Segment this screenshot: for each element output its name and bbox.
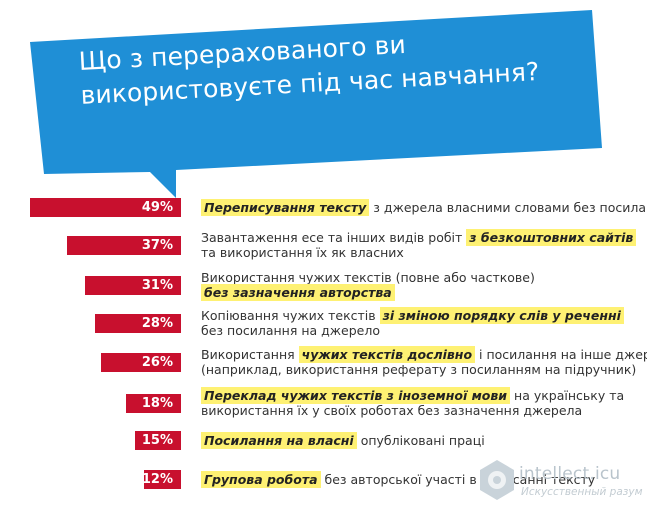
bar-description: Використання чужих текстів дослівно і по… <box>201 346 647 377</box>
description-line: Використання чужих текстів (повне або ча… <box>201 270 535 285</box>
plain-text: з джерела власними словами без посилань <box>369 199 647 215</box>
bar-value-label: 49% <box>141 200 173 215</box>
bar-31: 31% <box>85 276 181 295</box>
highlighted-text: з безкоштовних сайтів <box>466 229 637 246</box>
plain-text: Використання чужих текстів (повне або ча… <box>201 270 535 285</box>
plain-text: без посилання на джерело <box>201 323 380 338</box>
plain-text: на українську та <box>510 388 625 403</box>
description-line: без зазначення авторства <box>201 284 535 301</box>
watermark: intellect.icu Искусственный разум <box>471 448 647 513</box>
bar-37: 37% <box>67 236 181 255</box>
description-line: використання їх у своїх роботах без зазн… <box>201 403 624 418</box>
description-line: Переписування тексту з джерела власними … <box>201 198 647 216</box>
description-line: Використання чужих текстів дослівно і по… <box>201 346 647 363</box>
bar-value-label: 15% <box>141 433 173 448</box>
plain-text: Копіювання чужих текстів <box>201 308 380 323</box>
bar-description: Посилання на власні опубліковані праці <box>201 431 485 449</box>
description-line: Завантаження есе та інших видів робіт з … <box>201 229 637 246</box>
highlighted-text: Посилання на власні <box>201 431 357 449</box>
bar-value-label: 37% <box>141 238 173 253</box>
bar-description: Копіювання чужих текстів зі зміною поряд… <box>201 307 624 338</box>
highlighted-text: зі зміною порядку слів у реченні <box>379 307 624 324</box>
bar-28: 28% <box>95 314 181 333</box>
bar-15: 15% <box>135 431 181 450</box>
description-line: без посилання на джерело <box>201 323 624 338</box>
plain-text: і посилання на інше джерело <box>479 347 647 362</box>
watermark-subtext: Искусственный разум <box>521 486 643 498</box>
bar-18: 18% <box>126 394 181 413</box>
bar-description: Переклад чужих текстів з іноземної мови … <box>201 387 625 418</box>
bar-value-label: 26% <box>141 355 173 370</box>
plain-text: Завантаження есе та інших видів робіт <box>201 230 467 245</box>
bar-description: Переписування тексту з джерела власними … <box>201 198 647 216</box>
highlighted-text: чужих текстів дослівно <box>298 346 476 363</box>
brain-logo-icon <box>480 460 514 500</box>
plain-text: Використання <box>201 347 299 362</box>
bar-49: 49% <box>30 198 181 217</box>
title-speech-bubble <box>30 10 602 198</box>
bar-description: Використання чужих текстів (повне або ча… <box>201 270 535 301</box>
bar-26: 26% <box>101 353 181 372</box>
bar-value-label: 28% <box>141 316 173 331</box>
description-line: Переклад чужих текстів з іноземної мови … <box>201 387 625 404</box>
plain-text: та використання їх як власних <box>201 245 404 260</box>
highlighted-text: Переписування тексту <box>201 198 370 216</box>
highlighted-text: без зазначення авторства <box>201 284 395 301</box>
bar-description: Групова робота без авторської участі в н… <box>201 470 596 488</box>
plain-text: опубліковані праці <box>356 432 485 448</box>
description-line: (наприклад, використання реферату з поси… <box>201 362 647 377</box>
bar-value-label: 31% <box>141 278 173 293</box>
description-line: Групова робота без авторської участі в н… <box>201 470 596 488</box>
bar-12: 12% <box>141 470 181 489</box>
watermark-text: intellect.icu <box>519 464 621 484</box>
description-line: Копіювання чужих текстів зі зміною поряд… <box>201 307 624 324</box>
plain-text: без авторської участі в написанні тексту <box>320 471 596 487</box>
plain-text: (наприклад, використання реферату з поси… <box>201 362 637 377</box>
bar-value-label: 18% <box>141 396 173 411</box>
highlighted-text: Групова робота <box>201 470 321 488</box>
bar-description: Завантаження есе та інших видів робіт з … <box>201 229 637 260</box>
plain-text: використання їх у своїх роботах без зазн… <box>201 403 583 418</box>
bar-value-label: 12% <box>141 472 173 487</box>
description-line: Посилання на власні опубліковані праці <box>201 431 485 449</box>
highlighted-text: Переклад чужих текстів з іноземної мови <box>201 387 511 404</box>
description-line: та використання їх як власних <box>201 245 636 260</box>
